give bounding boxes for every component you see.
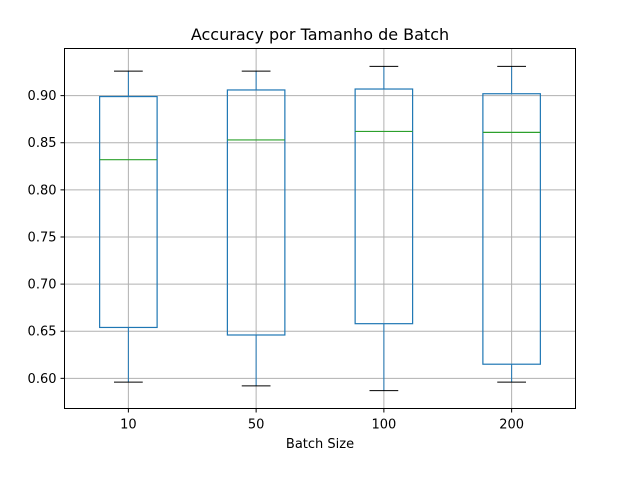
chart-title: Accuracy por Tamanho de Batch — [191, 25, 449, 44]
y-tick-label: 0.80 — [28, 183, 57, 198]
iqr-box — [482, 93, 541, 365]
x-tick-label: 50 — [248, 418, 265, 433]
y-tick-label: 0.85 — [28, 136, 57, 151]
iqr-box — [99, 95, 158, 329]
x-axis-title: Batch Size — [286, 437, 354, 452]
y-tick-label: 0.75 — [28, 230, 57, 245]
iqr-box — [226, 89, 286, 336]
box-50 — [226, 70, 286, 387]
x-tick-label: 10 — [120, 418, 137, 433]
grid-layer — [64, 48, 576, 409]
y-tick-label: 0.60 — [28, 372, 57, 387]
box-100 — [354, 65, 414, 392]
box-10 — [99, 70, 158, 383]
y-tick-label: 0.90 — [28, 89, 57, 104]
x-tick-label: 200 — [499, 418, 524, 433]
y-tick-label: 0.65 — [28, 325, 57, 340]
iqr-box — [354, 88, 414, 325]
box-200 — [482, 65, 541, 383]
box-layer — [99, 65, 541, 392]
y-tick-label: 0.70 — [28, 278, 57, 293]
axis-layer: 0.60 0.65 0.70 0.75 0.80 0.85 0.90 10 50 100 200 — [28, 89, 524, 432]
x-tick-label: 100 — [371, 418, 396, 433]
plot-frame — [64, 48, 576, 409]
